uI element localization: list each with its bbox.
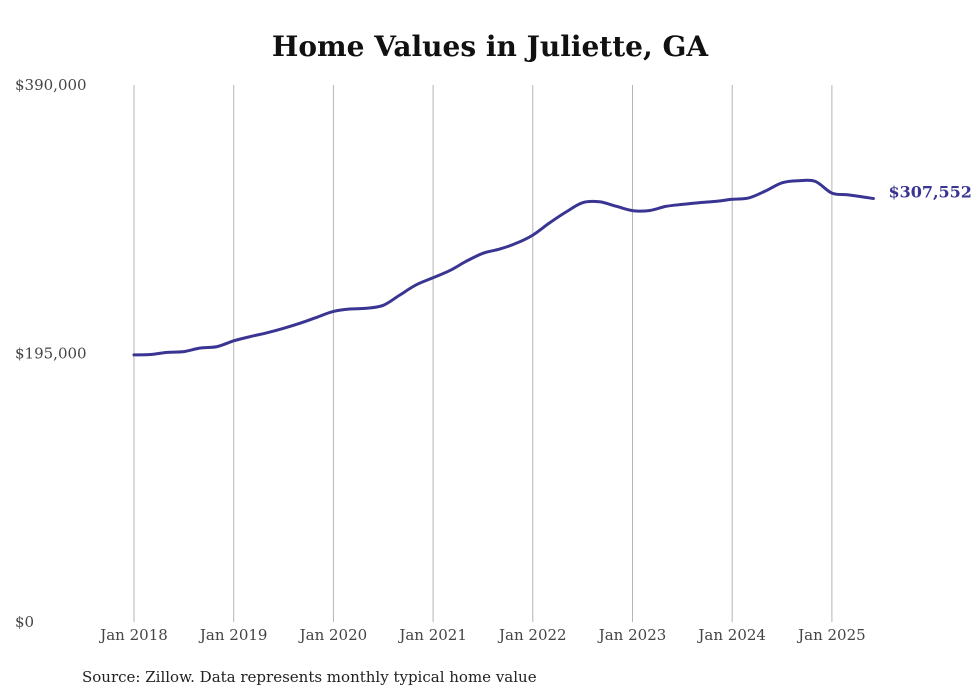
chart-title: Home Values in Juliette, GA — [271, 30, 709, 63]
x-tick-label-2: Jan 2020 — [298, 626, 368, 644]
y-tick-label-0: $0 — [15, 613, 34, 631]
grid-lines — [133, 85, 833, 622]
latest-value-label: $307,552 — [888, 183, 972, 202]
x-tick-label-6: Jan 2024 — [696, 626, 766, 644]
y-tick-label-2: $390,000 — [15, 76, 87, 94]
x-tick-label-3: Jan 2021 — [397, 626, 467, 644]
home-value-line — [132, 178, 875, 357]
y-axis-ticks: $0 $195,000 $390,000 — [15, 76, 87, 631]
x-tick-label-1: Jan 2019 — [198, 626, 268, 644]
source-note: Source: Zillow. Data represents monthly … — [82, 668, 537, 686]
x-axis-ticks: Jan 2018 Jan 2019 Jan 2020 Jan 2021 Jan 2022… — [98, 626, 865, 644]
y-tick-label-1: $195,000 — [15, 345, 87, 363]
x-tick-label-5: Jan 2023 — [597, 626, 667, 644]
x-tick-label-4: Jan 2022 — [497, 626, 567, 644]
x-tick-label-0: Jan 2018 — [98, 626, 168, 644]
x-tick-label-7: Jan 2025 — [796, 626, 866, 644]
